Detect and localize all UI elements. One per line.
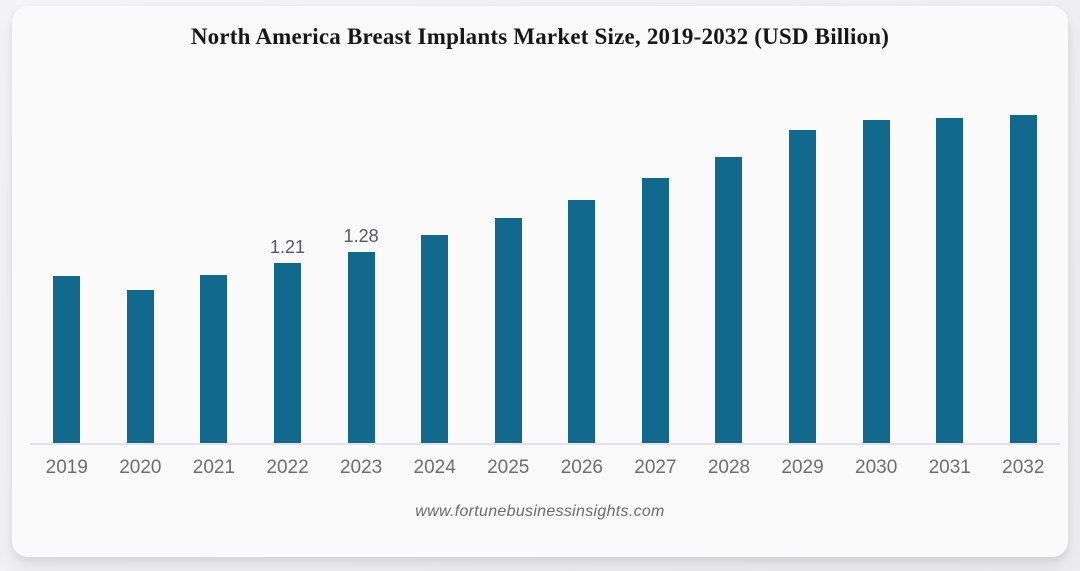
- x-tick-2020: 2020: [119, 457, 162, 478]
- bar-cell-2023: 1.28: [324, 93, 398, 443]
- bar-2023: [347, 252, 375, 443]
- x-tick-2024: 2024: [413, 457, 456, 478]
- x-tick-2031: 2031: [928, 457, 971, 478]
- bar-cell-2025: [471, 93, 545, 443]
- bar-2029: [789, 130, 817, 443]
- bars-row: 1.21 1.28: [30, 93, 1060, 443]
- bar-cell-2030: [839, 93, 913, 443]
- x-tick-2019: 2019: [45, 457, 88, 478]
- bar-2020: [126, 289, 154, 443]
- plot-area: 1.21 1.28: [30, 93, 1060, 443]
- x-tick-2028: 2028: [707, 457, 751, 478]
- bar-2024: [421, 234, 449, 443]
- x-tick-2027: 2027: [634, 457, 677, 478]
- chart-title: North America Breast Implants Market Siz…: [190, 24, 890, 49]
- bar-cell-2026: [545, 93, 619, 443]
- bar-cell-2031: [913, 93, 987, 443]
- bar-cell-2021: [177, 93, 251, 443]
- bar-cell-2028: [692, 93, 766, 443]
- source-url: www.fortunebusinessinsights.com: [415, 503, 665, 520]
- bar-2022: [274, 262, 302, 443]
- bar-2030: [862, 119, 890, 443]
- x-tick-2021: 2021: [192, 457, 236, 478]
- bar-2028: [715, 157, 743, 443]
- x-tick-2022: 2022: [266, 457, 309, 478]
- bar-2025: [494, 218, 522, 443]
- x-axis-line: [30, 443, 1060, 445]
- bar-2031: [936, 118, 964, 443]
- bar-cell-2024: [398, 93, 472, 443]
- bar-cell-2027: [619, 93, 693, 443]
- bar-2027: [641, 177, 669, 443]
- bar-2021: [200, 274, 228, 443]
- bar-2026: [568, 200, 596, 443]
- chart-card: North America Breast Implants Market Siz…: [12, 6, 1068, 557]
- bar-cell-2019: [30, 93, 104, 443]
- bar-cell-2029: [766, 93, 840, 443]
- x-tick-2030: 2030: [855, 457, 898, 478]
- bar-cell-2020: [104, 93, 178, 443]
- value-label-2023: 1.28: [343, 226, 379, 247]
- bar-2019: [53, 276, 81, 443]
- x-tick-2025: 2025: [487, 457, 530, 478]
- bar-cell-2032: [987, 93, 1061, 443]
- x-tick-2029: 2029: [781, 457, 824, 478]
- x-axis-labels: 2019 2020 2021 2022 2023 2024 2025 2026 2027 2028…: [30, 457, 1060, 480]
- x-tick-2026: 2026: [560, 457, 603, 478]
- bar-2032: [1009, 115, 1037, 443]
- bar-cell-2022: 1.21: [251, 93, 325, 443]
- value-label-2022: 1.21: [270, 236, 306, 257]
- x-tick-2023: 2023: [339, 457, 383, 478]
- x-tick-2032: 2032: [1002, 457, 1045, 478]
